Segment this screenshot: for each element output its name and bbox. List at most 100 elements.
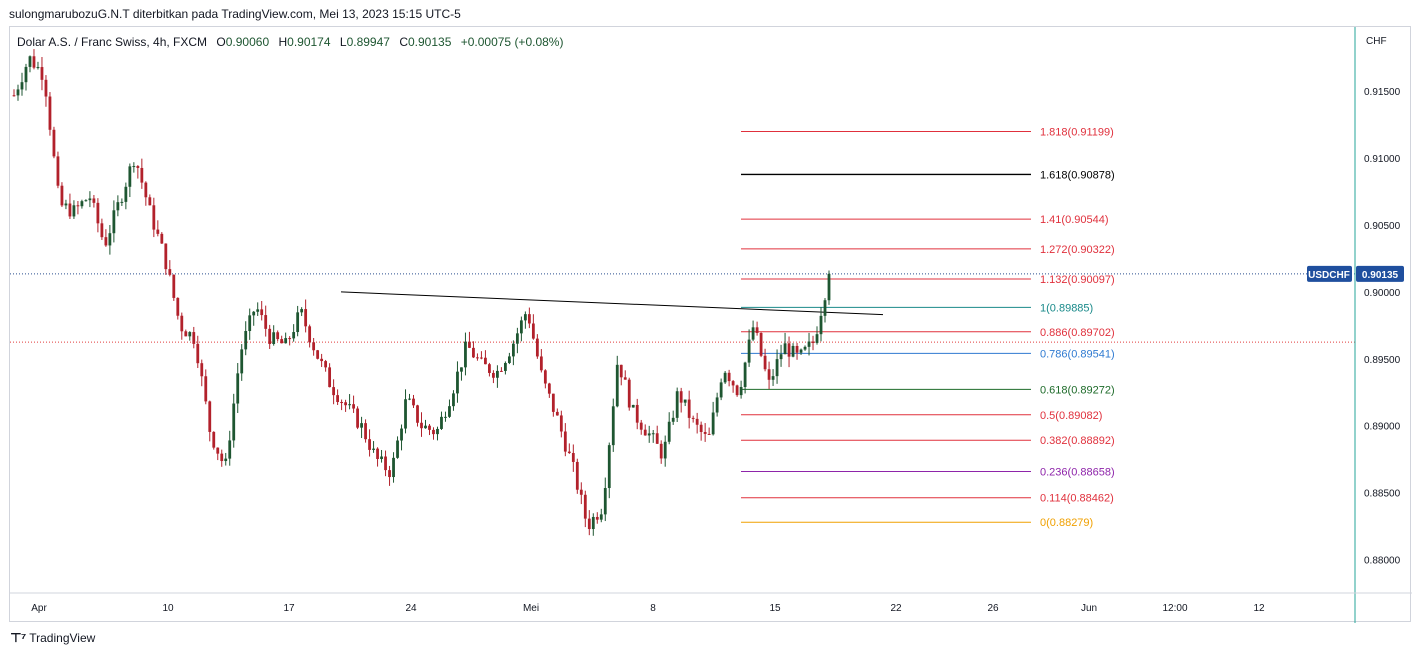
candle-body <box>236 373 240 404</box>
candle-body <box>448 406 451 417</box>
candle-body <box>515 333 519 344</box>
candle-body <box>128 166 132 187</box>
candle-body <box>132 166 136 168</box>
candle-body <box>16 89 20 96</box>
candle-body <box>164 243 168 270</box>
candle-body <box>715 397 719 413</box>
candle-body <box>272 332 276 344</box>
trendline-layer <box>340 291 884 316</box>
axes-layer: 0.91500 0.91000 0.90500 0.90000 0.89500 0.890… <box>10 27 1412 623</box>
candle-body <box>591 516 595 530</box>
candle-body <box>731 381 735 386</box>
candle-body <box>719 382 723 398</box>
candle-body <box>184 331 188 337</box>
time-tick-label: 24 <box>405 603 417 614</box>
chart-canvas[interactable]: 1.818(0.91199) 1.618(0.90878) 1.41(0.90544… <box>10 27 1412 623</box>
candle-body <box>727 372 731 382</box>
candle-body <box>559 415 563 432</box>
fib-level-label: 0.236(0.88658) <box>1040 467 1115 479</box>
candle-body <box>603 488 607 515</box>
candle-body <box>156 229 160 234</box>
time-tick-label: 15 <box>769 603 781 614</box>
candle-body <box>192 332 196 344</box>
candles-layer <box>12 49 831 536</box>
candle-body <box>68 203 72 217</box>
symbol-badge <box>1307 265 1352 282</box>
candle-body <box>48 96 52 130</box>
candle-body <box>216 447 220 454</box>
candle-body <box>492 372 495 378</box>
tradingview-logo-icon[interactable]: ⊤⁷ <box>10 630 26 645</box>
candle-body <box>535 338 539 357</box>
price-tick-label: 0.89000 <box>1364 422 1401 433</box>
legend-open-value: 0.90060 <box>226 35 270 49</box>
candle-body <box>807 341 811 347</box>
candle-body <box>172 274 176 298</box>
candle-body <box>52 129 56 157</box>
candle-body <box>695 418 699 425</box>
fib-level-label: 0.382(0.88892) <box>1040 435 1115 447</box>
candle-body <box>567 451 571 454</box>
candle-body <box>635 404 639 423</box>
legend-change: +0.00075 (+0.08%) <box>461 35 564 49</box>
candle-body <box>160 233 164 244</box>
candle-body <box>619 364 623 378</box>
fib-level-label: 1.132(0.90097) <box>1040 274 1115 286</box>
candle-body <box>416 405 419 423</box>
candle-body <box>36 67 40 69</box>
candle-body <box>519 320 523 334</box>
footer: ⊤⁷ TradingView <box>10 630 95 646</box>
fib-level-label: 1.41(0.90544) <box>1040 214 1109 226</box>
candle-body <box>328 367 332 388</box>
chart-frame[interactable]: 1.818(0.91199) 1.618(0.90878) 1.41(0.90544… <box>9 26 1412 623</box>
candle-body <box>599 514 603 520</box>
candle-body <box>204 376 208 402</box>
price-tick-label: 0.91500 <box>1364 87 1401 98</box>
candle-body <box>148 197 152 206</box>
candle-body <box>432 429 435 435</box>
fib-level-label: 0.114(0.88462) <box>1040 493 1114 505</box>
candle-body <box>392 457 395 478</box>
candle-body <box>607 445 611 489</box>
candle-body <box>579 489 583 495</box>
time-tick-label: 17 <box>283 603 295 614</box>
fib-level-label: 1.272(0.90322) <box>1040 244 1115 256</box>
footer-brand[interactable]: TradingView <box>29 631 96 645</box>
candle-body <box>356 408 359 428</box>
candle-body <box>775 359 779 377</box>
currency-label: CHF <box>1366 36 1387 47</box>
candle-body <box>755 327 759 333</box>
candle-body <box>212 431 216 448</box>
candle-body <box>288 338 292 340</box>
candle-body <box>456 371 459 394</box>
candle-body <box>320 358 324 362</box>
time-tick-label: Jun <box>1081 603 1097 614</box>
candle-body <box>735 385 739 396</box>
candle-body <box>352 404 355 409</box>
candle-body <box>124 186 128 202</box>
candle-body <box>268 328 272 344</box>
time-tick-label: 12 <box>1253 603 1265 614</box>
candle-body <box>783 343 787 355</box>
candle-body <box>104 237 108 246</box>
candle-body <box>228 440 232 459</box>
candle-body <box>679 391 683 403</box>
price-tick-label: 0.91000 <box>1364 154 1401 165</box>
candle-body <box>711 412 715 435</box>
price-tick-label: 0.88500 <box>1364 489 1401 500</box>
candle-body <box>683 399 687 403</box>
price-tick-label: 0.90500 <box>1364 221 1401 232</box>
trendline[interactable] <box>340 291 884 316</box>
fib-level-label: 0.786(0.89541) <box>1040 348 1115 360</box>
candle-body <box>116 202 120 211</box>
horizontal-lines-layer <box>10 273 1355 343</box>
candle-body <box>819 315 823 335</box>
candle-body <box>372 448 375 450</box>
candle-body <box>440 416 443 429</box>
candle-body <box>464 341 467 368</box>
fib-level-label: 0.618(0.89272) <box>1040 384 1115 396</box>
candle-body <box>759 332 763 356</box>
candle-body <box>611 406 615 446</box>
candle-body <box>304 309 308 327</box>
candle-body <box>563 431 567 452</box>
